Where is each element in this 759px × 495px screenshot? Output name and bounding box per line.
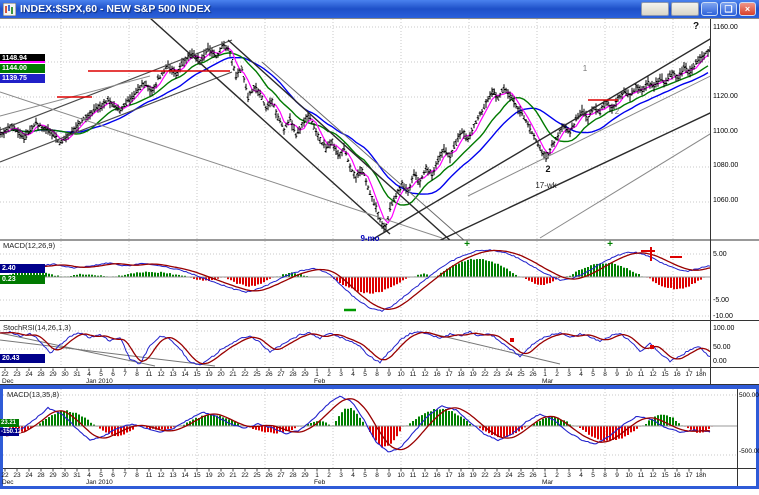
- maximize-button[interactable]: ❏: [720, 2, 737, 16]
- minimize-button[interactable]: _: [701, 2, 718, 16]
- stochrsi-pane-label: StochRSI(14,26,1,3): [3, 323, 71, 332]
- window-titlebar[interactable]: INDEX:$SPX,60 - NEW S&P 500 INDEX _ ❏ ×: [0, 0, 759, 18]
- titlebar-toolbar-chip-2[interactable]: [671, 2, 699, 16]
- app-icon: [2, 2, 17, 16]
- macd-pane-label: MACD(12,26,9): [3, 241, 56, 250]
- titlebar-toolbar-chip-1[interactable]: [641, 2, 669, 16]
- macd2-pane-label: MACD(13,35,8): [7, 390, 60, 399]
- close-button[interactable]: ×: [739, 2, 756, 16]
- window-title: INDEX:$SPX,60 - NEW S&P 500 INDEX: [20, 3, 211, 15]
